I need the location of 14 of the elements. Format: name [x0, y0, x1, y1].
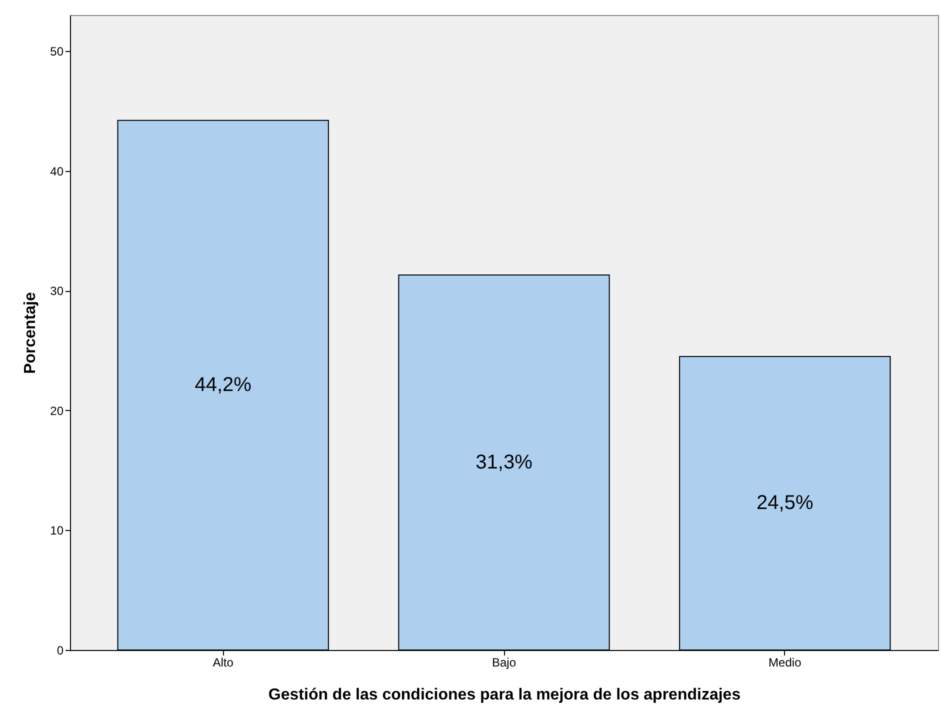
y-tick-label: 10 — [50, 524, 64, 538]
y-tick-label: 50 — [50, 44, 64, 58]
y-tick-label: 20 — [50, 404, 64, 418]
x-tick-label: Medio — [768, 656, 802, 670]
x-tick-label: Bajo — [492, 656, 516, 670]
x-tick-label: Alto — [212, 656, 234, 670]
y-tick-label: 40 — [50, 164, 64, 178]
y-tick-label: 30 — [50, 284, 64, 298]
data-label: 44,2% — [194, 374, 252, 396]
y-axis-title: Porcentaje — [22, 292, 40, 374]
y-tick-label: 0 — [56, 644, 64, 658]
data-label: 31,3% — [476, 451, 533, 474]
data-label: 24,5% — [756, 492, 814, 514]
x-axis-title: Gestión de las condiciones para la mejora de los aprendizajes — [268, 686, 741, 704]
